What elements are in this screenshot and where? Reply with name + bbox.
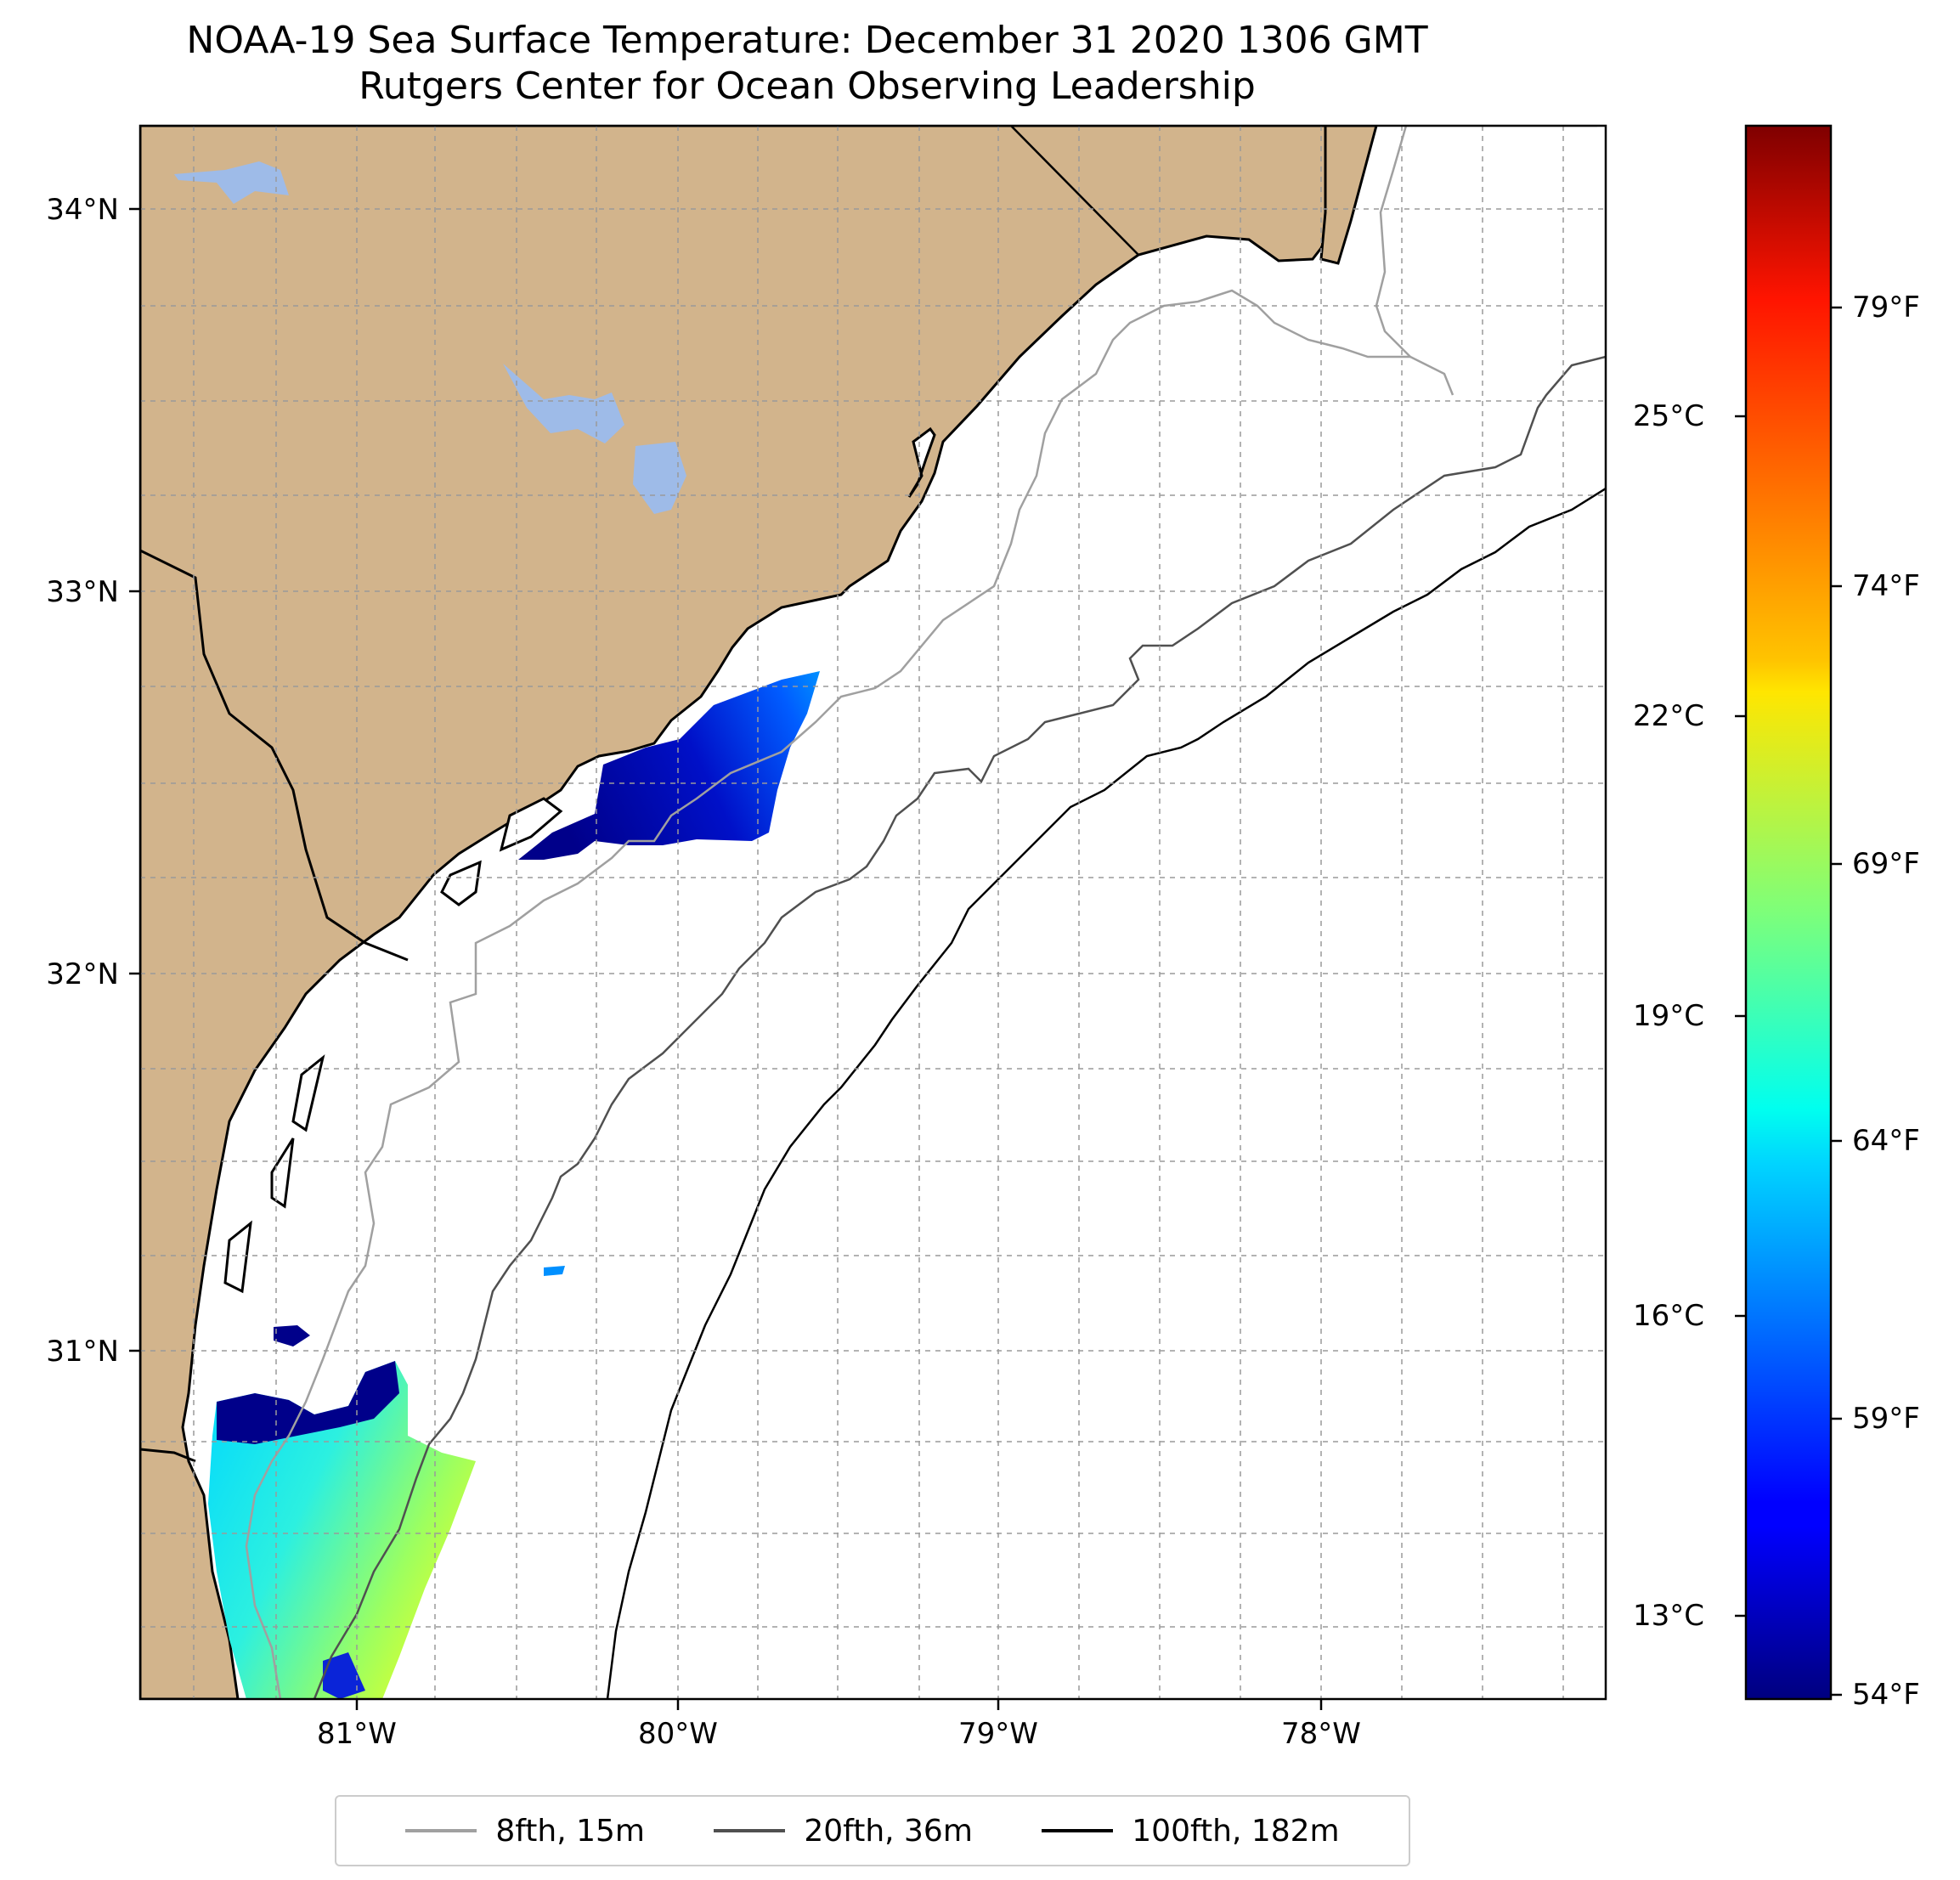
legend-item: 100fth, 182m xyxy=(1042,1813,1340,1849)
lon-tick: 80°W xyxy=(638,1717,718,1751)
map-frame xyxy=(138,124,1607,1701)
colorbar-fahrenheit-label: 74°F xyxy=(1852,569,1920,603)
legend-line-icon xyxy=(714,1829,786,1832)
lon-tick: 79°W xyxy=(958,1717,1038,1751)
legend-line-icon xyxy=(405,1829,477,1832)
lon-tick: 78°W xyxy=(1281,1717,1361,1751)
legend-item: 20fth, 36m xyxy=(714,1814,973,1849)
colorbar-celsius-label: 16°C xyxy=(1633,1299,1705,1333)
colorbar-fahrenheit-label: 69°F xyxy=(1852,847,1920,881)
legend-item: 8fth, 15m xyxy=(405,1814,645,1849)
legend-label: 8fth, 15m xyxy=(495,1813,645,1849)
legend: 8fth, 15m 20fth, 36m 100fth, 182m xyxy=(335,1795,1410,1866)
colorbar-celsius-label: 25°C xyxy=(1633,399,1705,433)
lat-tick: 34°N xyxy=(46,193,119,227)
lat-tick: 33°N xyxy=(46,575,119,609)
legend-label: 20fth, 36m xyxy=(804,1813,973,1849)
legend-label: 100fth, 182m xyxy=(1132,1813,1340,1849)
chart-title: NOAA-19 Sea Surface Temperature: Decembe… xyxy=(186,19,1428,62)
colorbar-fahrenheit-label: 59°F xyxy=(1852,1402,1920,1436)
sst-patch-south xyxy=(208,1361,476,1699)
legend-line-icon xyxy=(1042,1829,1114,1832)
colorbar-fahrenheit-label: 64°F xyxy=(1852,1124,1920,1158)
colorbar-fahrenheit-label: 79°F xyxy=(1852,291,1920,325)
sst-patch-north xyxy=(518,671,820,860)
colorbar-ticks xyxy=(1735,306,1842,1697)
land xyxy=(140,126,1378,1699)
lat-tick: 31°N xyxy=(46,1335,119,1369)
colorbar xyxy=(1744,124,1833,1701)
lake xyxy=(174,161,289,204)
chart-subtitle: Rutgers Center for Ocean Observing Leade… xyxy=(359,65,1256,108)
lat-tick: 32°N xyxy=(46,957,119,991)
colorbar-celsius-label: 22°C xyxy=(1633,699,1705,733)
lake xyxy=(503,364,624,443)
colorbar-celsius-label: 13°C xyxy=(1633,1599,1705,1633)
lon-tick: 81°W xyxy=(317,1717,397,1751)
gridlines xyxy=(140,126,1606,1699)
colorbar-celsius-label: 19°C xyxy=(1633,999,1705,1033)
colorbar-fahrenheit-label: 54°F xyxy=(1852,1678,1920,1712)
